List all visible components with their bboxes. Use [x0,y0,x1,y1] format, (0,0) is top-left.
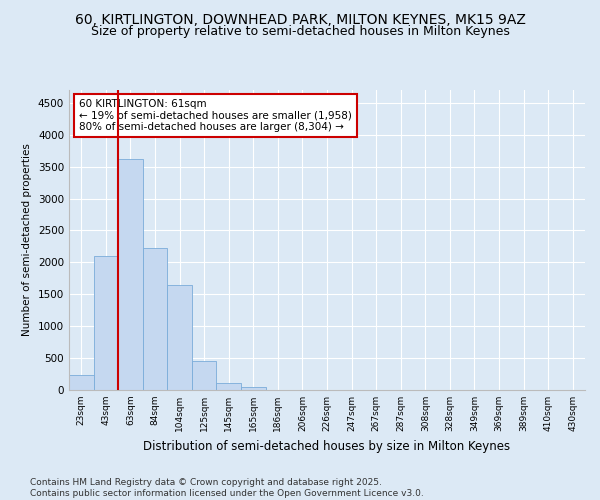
X-axis label: Distribution of semi-detached houses by size in Milton Keynes: Distribution of semi-detached houses by … [143,440,511,452]
Text: Contains HM Land Registry data © Crown copyright and database right 2025.
Contai: Contains HM Land Registry data © Crown c… [30,478,424,498]
Bar [217,383,241,390]
Bar [69,374,94,390]
Bar [241,388,266,390]
Bar [192,360,217,390]
Text: 60, KIRTLINGTON, DOWNHEAD PARK, MILTON KEYNES, MK15 9AZ: 60, KIRTLINGTON, DOWNHEAD PARK, MILTON K… [74,12,526,26]
Bar [143,248,167,390]
Text: 60 KIRTLINGTON: 61sqm
← 19% of semi-detached houses are smaller (1,958)
80% of s: 60 KIRTLINGTON: 61sqm ← 19% of semi-deta… [79,99,352,132]
Y-axis label: Number of semi-detached properties: Number of semi-detached properties [22,144,32,336]
Text: Size of property relative to semi-detached houses in Milton Keynes: Size of property relative to semi-detach… [91,25,509,38]
Bar [118,159,143,390]
Bar [167,286,192,390]
Bar [94,256,118,390]
